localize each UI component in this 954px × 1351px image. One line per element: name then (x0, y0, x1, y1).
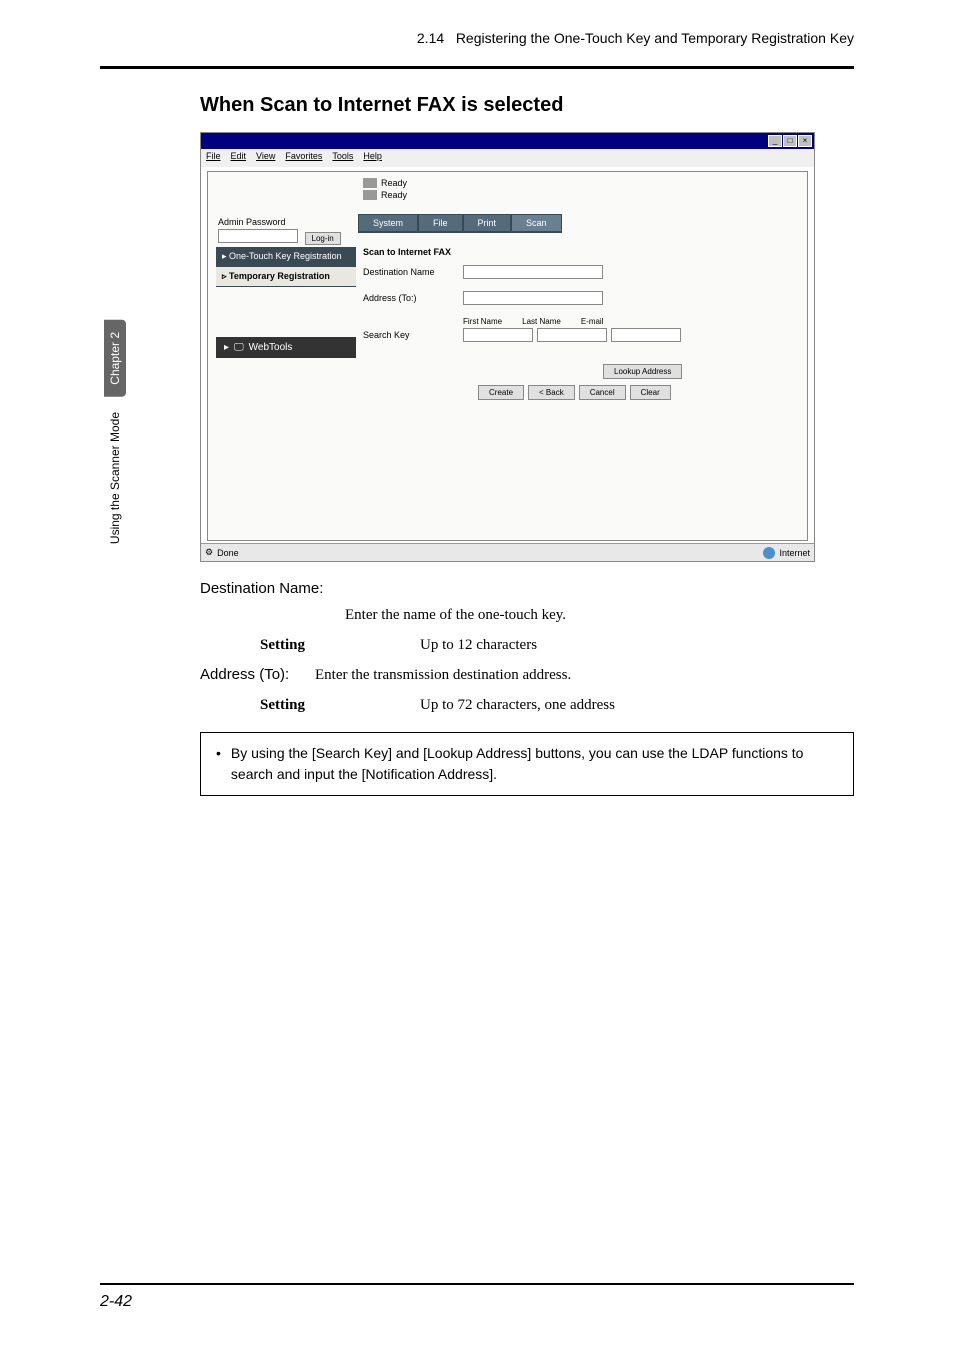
setting-label-1: Setting (260, 633, 420, 657)
form-title: Scan to Internet FAX (363, 247, 783, 257)
form-area: Scan to Internet FAX Destination Name Ad… (363, 247, 783, 379)
create-button[interactable]: Create (478, 385, 524, 400)
nav-onetouch[interactable]: ▸ One-Touch Key Registration (216, 247, 356, 267)
bullet-icon: • (216, 743, 221, 785)
printer-status-1: Ready (381, 178, 407, 188)
dest-name-desc: Enter the name of the one-touch key. (345, 603, 954, 627)
login-button[interactable]: Log-in (305, 232, 341, 245)
section-number: 2.14 (417, 30, 444, 46)
lookup-address-button[interactable]: Lookup Address (603, 364, 682, 379)
printer-icon (363, 178, 377, 188)
dest-name-label: Destination Name (363, 267, 463, 277)
firstname-input[interactable] (463, 328, 533, 342)
dest-setting-value: Up to 12 characters (420, 633, 537, 657)
section-heading: When Scan to Internet FAX is selected (200, 94, 954, 117)
dest-name-heading: Destination Name: (200, 577, 954, 601)
admin-section: Admin Password Log-in (218, 217, 341, 245)
chevron-right-icon: ▸ (224, 342, 229, 353)
address-heading: Address (To): (200, 663, 315, 687)
footer-divider (100, 1283, 854, 1285)
chapter-tab: Chapter 2 (104, 320, 126, 397)
col-email: E-mail (581, 317, 604, 326)
mode-label: Using the Scanner Mode (108, 402, 122, 554)
search-key-label: Search Key (363, 330, 463, 340)
note-text: By using the [Search Key] and [Lookup Ad… (231, 743, 838, 785)
tab-scan[interactable]: Scan (511, 214, 562, 233)
col-firstname: First Name (463, 317, 502, 326)
action-buttons: Create < Back Cancel Clear (478, 385, 671, 400)
tabs-row: System File Print Scan (358, 214, 562, 233)
tab-system[interactable]: System (358, 214, 418, 233)
nav-temporary[interactable]: ▹ Temporary Registration (216, 267, 356, 287)
menu-file[interactable]: File (206, 151, 221, 165)
menu-help[interactable]: Help (363, 151, 382, 165)
tab-file[interactable]: File (418, 214, 463, 233)
webtools-label: WebTools (249, 342, 293, 353)
close-icon[interactable]: × (798, 135, 812, 147)
menu-favorites[interactable]: Favorites (285, 151, 322, 165)
setting-label-2: Setting (260, 693, 420, 717)
left-nav: ▸ One-Touch Key Registration ▹ Temporary… (216, 247, 356, 358)
webtools-link[interactable]: ▸ 🖵 WebTools (216, 337, 356, 358)
menu-bar: File Edit View Favorites Tools Help (201, 149, 814, 167)
back-button[interactable]: < Back (528, 385, 575, 400)
col-lastname: Last Name (522, 317, 561, 326)
page-number: 2-42 (100, 1293, 854, 1311)
browser-screenshot: _ □ × File Edit View Favorites Tools Hel… (200, 132, 815, 562)
address-desc: Enter the transmission destination addre… (315, 663, 571, 687)
status-internet: Internet (779, 548, 810, 558)
webtools-icon: 🖵 (234, 342, 244, 353)
lastname-input[interactable] (537, 328, 607, 342)
cancel-button[interactable]: Cancel (579, 385, 626, 400)
note-box: • By using the [Search Key] and [Lookup … (200, 732, 854, 796)
content-frame: Ready Ready Admin Password Log-in System… (207, 171, 808, 541)
admin-password-input[interactable] (218, 229, 298, 243)
status-bar: ⚙ Done Internet (201, 543, 814, 561)
content-text: Destination Name: Enter the name of the … (200, 577, 954, 717)
email-input[interactable] (611, 328, 681, 342)
page-header: 2.14 Registering the One-Touch Key and T… (0, 0, 954, 56)
address-setting-value: Up to 72 characters, one address (420, 693, 615, 717)
section-title: Registering the One-Touch Key and Tempor… (456, 30, 854, 46)
printer-icon (363, 190, 377, 200)
printer-status-2: Ready (381, 190, 407, 200)
address-to-label: Address (To:) (363, 293, 463, 303)
ie-done-icon: ⚙ (205, 547, 213, 558)
admin-password-label: Admin Password (218, 217, 341, 227)
window-titlebar: _ □ × (201, 133, 814, 149)
search-columns: First Name Last Name E-mail (463, 317, 783, 326)
window-controls: _ □ × (768, 135, 812, 147)
side-tabs: Chapter 2 Using the Scanner Mode (100, 320, 130, 554)
clear-button[interactable]: Clear (630, 385, 671, 400)
address-to-input[interactable] (463, 291, 603, 305)
menu-edit[interactable]: Edit (231, 151, 247, 165)
printer-status: Ready Ready (363, 178, 407, 202)
dest-name-input[interactable] (463, 265, 603, 279)
menu-tools[interactable]: Tools (332, 151, 353, 165)
header-divider (100, 66, 854, 69)
menu-view[interactable]: View (256, 151, 275, 165)
maximize-icon[interactable]: □ (783, 135, 797, 147)
status-done: Done (217, 548, 239, 558)
minimize-icon[interactable]: _ (768, 135, 782, 147)
internet-icon (763, 547, 775, 559)
tab-print[interactable]: Print (463, 214, 512, 233)
page-footer: 2-42 (100, 1283, 854, 1311)
